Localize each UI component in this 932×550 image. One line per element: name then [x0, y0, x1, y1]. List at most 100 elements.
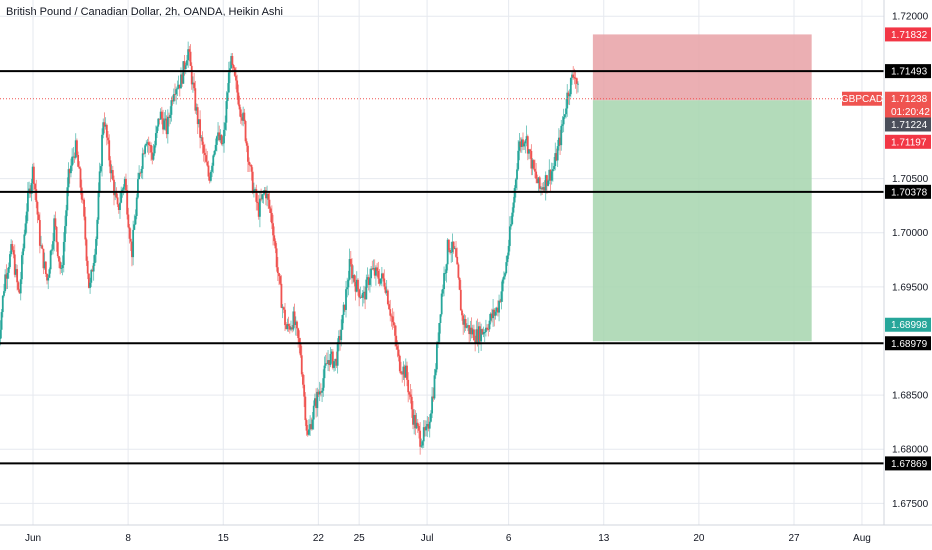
candle-body	[99, 166, 102, 172]
candle-body	[443, 273, 445, 290]
candle-body	[406, 365, 408, 380]
candle-body	[506, 255, 509, 263]
candle-body	[38, 220, 41, 246]
candle-body	[150, 145, 152, 153]
candle-body	[90, 269, 93, 283]
candle-body	[557, 137, 560, 147]
horizontal-levels[interactable]	[0, 70, 884, 465]
candle-body	[148, 145, 151, 146]
candle-body	[502, 276, 505, 280]
candle-body	[54, 218, 57, 227]
candle-body	[296, 321, 298, 329]
candle-body	[115, 191, 118, 198]
candle-body	[574, 78, 577, 80]
price-tag	[885, 104, 931, 119]
candle-body	[487, 329, 490, 330]
candle-body	[315, 398, 318, 409]
candle-body	[374, 267, 377, 276]
candle-body	[479, 326, 481, 342]
candle-body	[267, 193, 270, 200]
candle-body	[110, 170, 113, 174]
candle-body	[211, 165, 213, 172]
candle-body	[530, 151, 533, 169]
candle-body	[447, 239, 450, 250]
price-tag-text: 1.71224	[891, 120, 928, 131]
price-tag	[885, 117, 931, 132]
candle-body	[493, 309, 496, 316]
candle-body	[337, 336, 340, 343]
candle-body	[440, 293, 443, 315]
position-zones	[592, 34, 812, 342]
candle-body	[117, 204, 120, 211]
candle-body	[412, 409, 414, 425]
candle-body	[213, 150, 216, 156]
candle-body	[129, 238, 132, 242]
candle-body	[58, 256, 60, 262]
candle-body	[388, 304, 390, 310]
candle-body	[404, 365, 407, 378]
candle-body	[168, 116, 170, 118]
candle-body	[166, 116, 169, 135]
candle-body	[206, 161, 209, 166]
price-tag	[885, 134, 931, 149]
candle-body	[418, 426, 420, 431]
candle-body	[59, 261, 62, 269]
candle-body	[445, 264, 448, 274]
candle-body	[96, 219, 99, 239]
price-tag-text: 1.71493	[891, 67, 928, 78]
candle-body	[193, 82, 196, 89]
candle-body	[23, 234, 26, 249]
candle-body	[559, 137, 561, 146]
candle-body	[12, 250, 15, 255]
candle-body	[524, 140, 527, 144]
candle-body	[468, 325, 471, 335]
candle-body	[473, 329, 475, 341]
candle-body	[41, 245, 44, 249]
candle-body	[133, 224, 136, 230]
candle-body	[139, 172, 142, 174]
candle-body	[384, 286, 387, 293]
candle-body	[488, 320, 491, 330]
candle-body	[573, 77, 576, 79]
candle-body	[238, 104, 241, 110]
candle-body	[116, 197, 119, 205]
candle-body	[120, 192, 123, 203]
candle-body	[270, 212, 273, 224]
candle-body	[215, 136, 218, 145]
candle-body	[251, 171, 254, 193]
price-tag-text: 1.71238	[891, 94, 928, 105]
candle-body	[395, 335, 398, 347]
candle-body	[446, 239, 449, 265]
candle-body	[550, 171, 553, 181]
candle-body	[492, 309, 494, 319]
candle-body	[370, 268, 373, 279]
candle-body	[274, 241, 277, 249]
candle-body	[235, 75, 237, 81]
candle-body	[272, 223, 274, 236]
candle-body	[556, 146, 559, 161]
candle-body	[53, 218, 56, 242]
candle-body	[49, 250, 52, 270]
y-tick-label: 1.69500	[892, 282, 929, 293]
candle-body	[175, 89, 178, 95]
candle-body	[64, 226, 66, 242]
candle-body	[261, 194, 264, 200]
candle-body	[361, 292, 364, 298]
candle-body	[285, 325, 288, 330]
candle-body	[464, 319, 467, 328]
price-tag-text: 1.68998	[891, 320, 928, 331]
candle-body	[128, 227, 131, 239]
candle-body	[71, 156, 74, 166]
candle-body	[208, 176, 211, 181]
candle-body	[9, 254, 11, 268]
candle-body	[198, 119, 200, 125]
candle-body	[321, 390, 323, 393]
candle-body	[553, 166, 555, 170]
candle-body	[190, 65, 193, 85]
candle-body	[349, 259, 352, 265]
candle-body	[188, 49, 191, 52]
candle-body	[413, 415, 416, 425]
candle-body	[542, 187, 545, 190]
candle-body	[245, 141, 248, 146]
